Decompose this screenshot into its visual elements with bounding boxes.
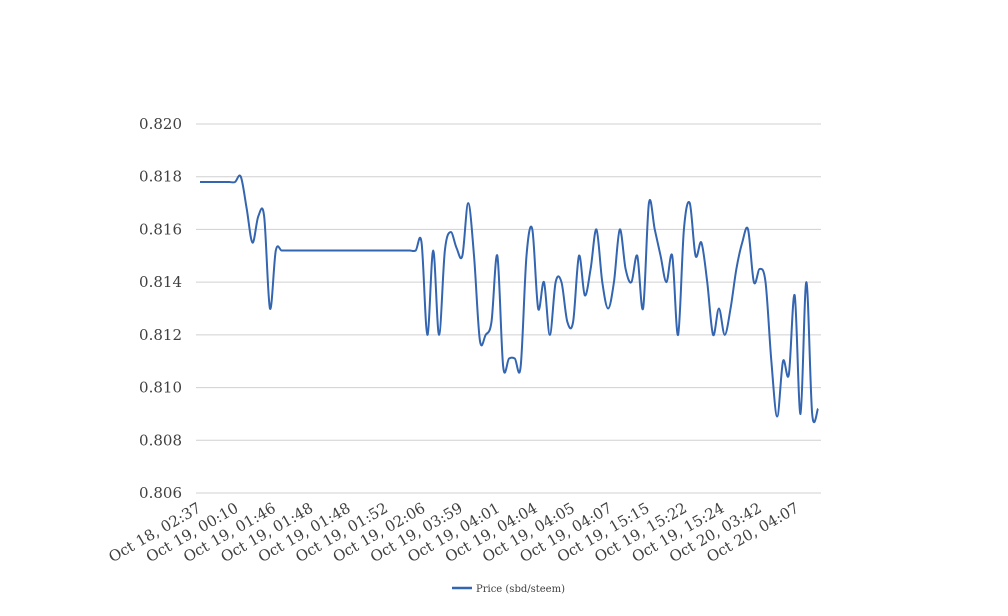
y-tick-label: 0.810	[139, 379, 182, 397]
y-axis-labels: 0.806 0.808 0.810 0.812 0.814 0.816 0.818 0.820	[139, 115, 182, 502]
y-tick-label: 0.818	[139, 168, 182, 186]
series-line-price	[199, 174, 819, 424]
y-tick-label: 0.808	[139, 431, 182, 449]
y-tick-label: 0.816	[139, 220, 182, 238]
y-tick-label: 0.806	[139, 484, 182, 502]
plot-area	[199, 174, 819, 424]
legend-label-price: Price (sbd/steem)	[476, 584, 565, 595]
y-tick-label: 0.814	[139, 273, 182, 291]
legend: Price (sbd/steem)	[452, 584, 565, 595]
y-tick-label: 0.820	[139, 115, 182, 133]
gridlines	[196, 123, 821, 494]
y-tick-label: 0.812	[139, 326, 182, 344]
